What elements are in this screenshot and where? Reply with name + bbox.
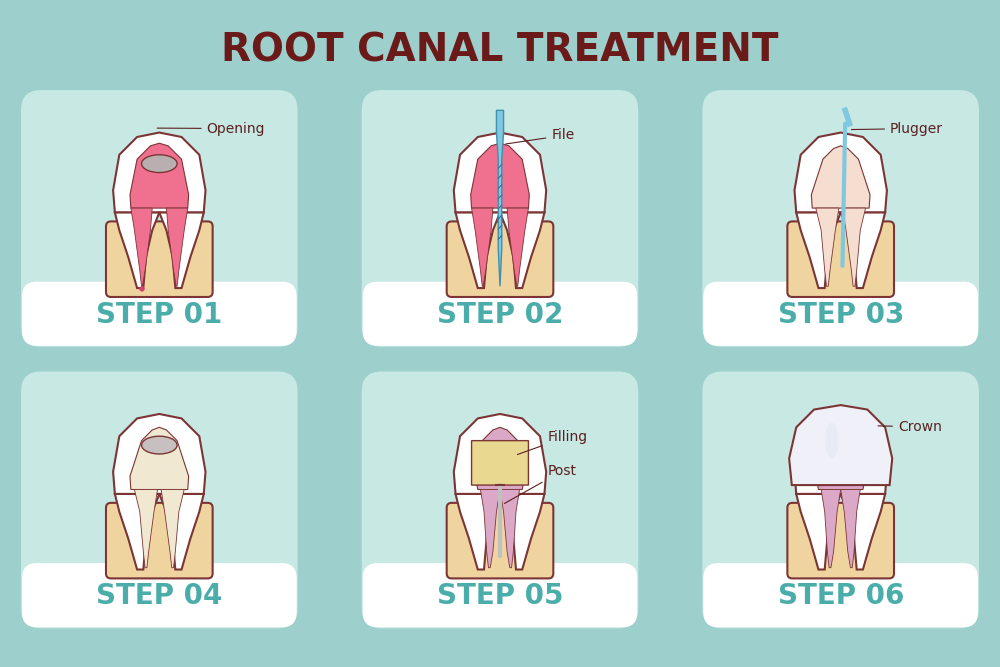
Polygon shape: [816, 208, 839, 286]
FancyBboxPatch shape: [106, 503, 213, 578]
Polygon shape: [113, 414, 206, 494]
Polygon shape: [456, 494, 500, 570]
FancyBboxPatch shape: [447, 503, 553, 578]
Polygon shape: [841, 494, 885, 570]
Circle shape: [139, 286, 145, 291]
Text: STEP 06: STEP 06: [778, 582, 904, 610]
FancyBboxPatch shape: [703, 563, 978, 627]
Polygon shape: [475, 428, 525, 490]
Ellipse shape: [825, 423, 838, 458]
FancyBboxPatch shape: [362, 372, 638, 628]
Polygon shape: [794, 133, 887, 213]
FancyBboxPatch shape: [363, 563, 637, 627]
Text: Plugger: Plugger: [851, 121, 943, 135]
Text: Opening: Opening: [157, 121, 265, 135]
Polygon shape: [500, 213, 544, 288]
Polygon shape: [456, 213, 500, 288]
Text: STEP 04: STEP 04: [96, 582, 222, 610]
FancyBboxPatch shape: [21, 90, 298, 347]
Polygon shape: [841, 213, 885, 288]
Text: STEP 02: STEP 02: [437, 301, 563, 329]
Polygon shape: [115, 494, 159, 570]
FancyBboxPatch shape: [362, 90, 638, 347]
Text: STEP 01: STEP 01: [96, 301, 222, 329]
Polygon shape: [115, 213, 159, 288]
FancyBboxPatch shape: [363, 281, 637, 346]
Polygon shape: [454, 414, 546, 494]
FancyBboxPatch shape: [787, 503, 894, 578]
FancyBboxPatch shape: [703, 281, 978, 346]
FancyBboxPatch shape: [447, 221, 553, 297]
FancyBboxPatch shape: [106, 221, 213, 297]
Polygon shape: [841, 490, 860, 568]
Polygon shape: [500, 490, 520, 568]
Polygon shape: [454, 133, 546, 213]
FancyBboxPatch shape: [22, 281, 297, 346]
Polygon shape: [500, 494, 544, 570]
Polygon shape: [796, 494, 841, 570]
Polygon shape: [130, 428, 189, 490]
FancyBboxPatch shape: [472, 441, 528, 485]
Polygon shape: [796, 213, 841, 288]
Polygon shape: [480, 490, 500, 568]
FancyBboxPatch shape: [702, 90, 979, 347]
Polygon shape: [134, 490, 158, 568]
Text: STEP 05: STEP 05: [437, 582, 563, 610]
Ellipse shape: [142, 436, 177, 454]
Text: File: File: [506, 129, 575, 144]
Polygon shape: [811, 146, 870, 208]
Polygon shape: [794, 414, 887, 494]
Polygon shape: [821, 490, 841, 568]
Ellipse shape: [142, 155, 177, 173]
Text: Crown: Crown: [878, 420, 942, 434]
Polygon shape: [131, 208, 152, 286]
Polygon shape: [507, 208, 528, 286]
Polygon shape: [471, 143, 529, 208]
Polygon shape: [842, 208, 866, 286]
Text: ROOT CANAL TREATMENT: ROOT CANAL TREATMENT: [221, 31, 779, 69]
Polygon shape: [166, 208, 188, 286]
Polygon shape: [496, 110, 504, 286]
Text: STEP 03: STEP 03: [778, 301, 904, 329]
Polygon shape: [472, 208, 493, 286]
Text: Filling: Filling: [517, 430, 588, 454]
FancyBboxPatch shape: [21, 372, 298, 628]
Text: Post: Post: [504, 464, 576, 504]
FancyBboxPatch shape: [787, 221, 894, 297]
Polygon shape: [159, 213, 204, 288]
Polygon shape: [113, 133, 206, 213]
FancyBboxPatch shape: [702, 372, 979, 628]
Polygon shape: [130, 143, 189, 208]
Polygon shape: [789, 405, 892, 485]
Polygon shape: [816, 428, 866, 490]
Polygon shape: [161, 490, 184, 568]
Polygon shape: [159, 494, 204, 570]
FancyBboxPatch shape: [22, 563, 297, 627]
